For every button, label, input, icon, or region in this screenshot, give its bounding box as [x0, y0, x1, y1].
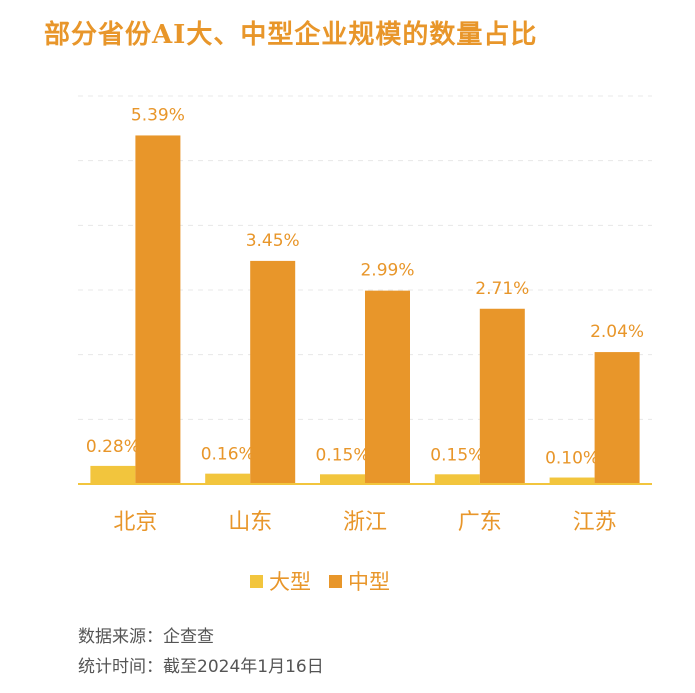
data-label-medium: 2.99%	[360, 261, 414, 281]
legend-item-large: 大型	[250, 566, 311, 596]
data-label-medium: 2.04%	[590, 322, 644, 342]
bar-large	[205, 473, 251, 484]
data-label-large: 0.16%	[201, 445, 255, 465]
bar-medium	[365, 290, 410, 484]
data-label-large: 0.15%	[315, 445, 369, 465]
category-label: 山东	[228, 510, 272, 535]
data-label-medium: 3.45%	[246, 231, 300, 251]
bar-large	[434, 474, 480, 484]
bar-medium	[135, 135, 181, 485]
bar-large	[320, 474, 365, 484]
stat-date: 统计时间：截至2024年1月16日	[78, 657, 324, 677]
legend-item-medium: 中型	[329, 566, 390, 596]
data-label-large: 0.28%	[86, 437, 140, 457]
legend-label-large: 大型	[269, 570, 311, 594]
data-label-medium: 2.71%	[475, 279, 529, 299]
category-label: 广东	[458, 510, 502, 535]
legend-swatch-medium	[329, 574, 342, 588]
data-label-medium: 5.39%	[131, 105, 185, 125]
legend: 大型 中型	[250, 566, 408, 596]
bar-medium	[479, 308, 525, 484]
legend-swatch-large	[250, 574, 263, 588]
chart-title: 部分省份AI大、中型企业规模的数量占比	[44, 20, 538, 50]
category-label: 浙江	[343, 510, 387, 535]
bar-large	[549, 477, 595, 484]
bar-medium	[594, 352, 640, 484]
bar-medium	[250, 260, 296, 484]
data-source: 数据来源：企查查	[78, 627, 214, 647]
legend-label-medium: 中型	[348, 570, 390, 594]
category-label: 江苏	[573, 510, 617, 535]
category-label: 北京	[113, 510, 157, 535]
bar-large	[90, 465, 136, 484]
data-label-large: 0.10%	[545, 449, 599, 469]
data-label-large: 0.15%	[430, 445, 484, 465]
